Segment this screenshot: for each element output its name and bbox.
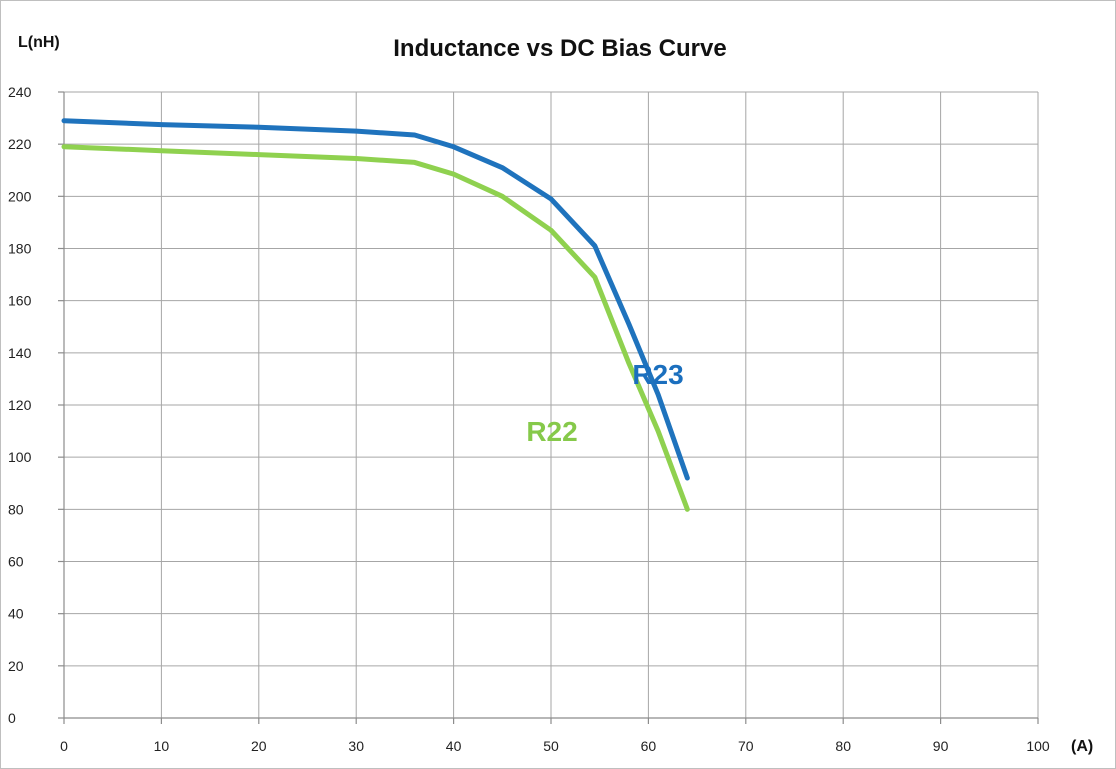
series-lines xyxy=(61,118,690,512)
x-tick-label: 30 xyxy=(348,738,364,754)
r22-series-line xyxy=(61,144,690,512)
x-tick-label: 50 xyxy=(543,738,559,754)
r22-series-label: R22 xyxy=(526,416,577,447)
y-tick-label: 60 xyxy=(8,554,24,570)
y-tick-label: 40 xyxy=(8,606,24,622)
x-axis-label: (A) xyxy=(1071,738,1093,755)
x-tick-label: 0 xyxy=(60,738,68,754)
y-tick-label: 80 xyxy=(8,501,24,517)
y-tick-label: 120 xyxy=(8,397,32,413)
x-tick-label: 60 xyxy=(641,738,657,754)
y-tick-label: 220 xyxy=(8,136,32,152)
y-tick-label: 160 xyxy=(8,293,32,309)
x-tick-label: 70 xyxy=(738,738,754,754)
y-tick-label: 0 xyxy=(8,710,16,726)
y-tick-label: 200 xyxy=(8,188,32,204)
x-tick-label: 10 xyxy=(154,738,170,754)
tick-labels: 0 10 20 30 40 50 60 70 80 90 100 0 20 40 60 80 100 120 140… xyxy=(8,84,1050,754)
x-tick-label: 100 xyxy=(1026,738,1050,754)
y-tick-label: 180 xyxy=(8,241,32,257)
r23-series-line xyxy=(61,118,690,481)
chart-title: Inductance vs DC Bias Curve xyxy=(393,35,726,62)
series-labels: R23 R22 xyxy=(526,359,683,447)
x-tick-label: 80 xyxy=(835,738,851,754)
axes xyxy=(58,91,1039,724)
grid-lines xyxy=(64,91,1039,718)
y-tick-label: 20 xyxy=(8,658,24,674)
y-tick-label: 140 xyxy=(8,345,32,361)
x-tick-label: 40 xyxy=(446,738,462,754)
y-tick-label: 100 xyxy=(8,449,32,465)
y-tick-label: 240 xyxy=(8,84,32,100)
y-axis-label: L(nH) xyxy=(18,34,60,51)
r23-series-label: R23 xyxy=(632,359,683,390)
x-tick-label: 20 xyxy=(251,738,267,754)
x-tick-label: 90 xyxy=(933,738,949,754)
